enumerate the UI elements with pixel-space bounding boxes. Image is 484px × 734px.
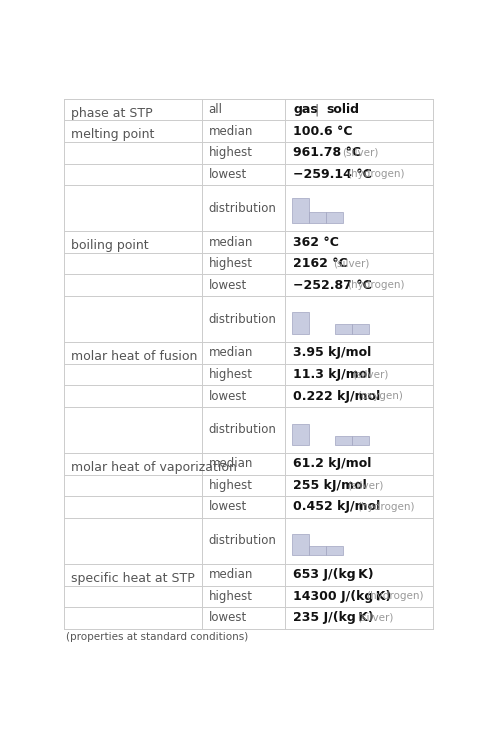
Text: distribution: distribution xyxy=(208,424,276,437)
Text: (hydrogen): (hydrogen) xyxy=(356,502,414,512)
Text: median: median xyxy=(208,457,253,470)
Text: (silver): (silver) xyxy=(347,480,383,490)
Text: 255 kJ/mol: 255 kJ/mol xyxy=(292,479,366,492)
Text: boiling point: boiling point xyxy=(71,239,148,252)
Text: highest: highest xyxy=(208,257,252,270)
Text: (silver): (silver) xyxy=(351,369,388,379)
Text: phase at STP: phase at STP xyxy=(71,106,152,120)
Text: distribution: distribution xyxy=(208,313,276,326)
Bar xyxy=(291,198,308,223)
Text: highest: highest xyxy=(208,590,252,603)
Text: (silver): (silver) xyxy=(356,613,393,623)
Bar xyxy=(325,211,342,223)
Text: lowest: lowest xyxy=(208,279,246,291)
Text: molar heat of vaporization: molar heat of vaporization xyxy=(71,461,236,473)
Text: solid: solid xyxy=(326,103,359,116)
Text: highest: highest xyxy=(208,146,252,159)
Text: (properties at standard conditions): (properties at standard conditions) xyxy=(66,633,248,642)
Text: (hydrogen): (hydrogen) xyxy=(366,592,423,601)
Text: (hydrogen): (hydrogen) xyxy=(347,280,404,290)
Text: 100.6 °C: 100.6 °C xyxy=(292,125,352,138)
Text: −252.87 °C: −252.87 °C xyxy=(292,279,371,291)
Text: |: | xyxy=(314,103,318,116)
Text: 61.2 kJ/mol: 61.2 kJ/mol xyxy=(292,457,371,470)
Text: median: median xyxy=(208,125,253,138)
Text: 0.452 kJ/mol: 0.452 kJ/mol xyxy=(292,501,379,514)
Text: 11.3 kJ/mol: 11.3 kJ/mol xyxy=(292,368,371,381)
Text: 362 °C: 362 °C xyxy=(292,236,338,249)
Text: lowest: lowest xyxy=(208,611,246,625)
Bar xyxy=(351,324,368,334)
Text: lowest: lowest xyxy=(208,390,246,402)
Text: median: median xyxy=(208,568,253,581)
Text: 2162 °C: 2162 °C xyxy=(292,257,347,270)
Bar xyxy=(291,534,308,556)
Text: (hydrogen): (hydrogen) xyxy=(347,170,404,179)
Text: (oxygen): (oxygen) xyxy=(356,391,402,401)
Bar xyxy=(291,424,308,445)
Text: distribution: distribution xyxy=(208,534,276,548)
Bar xyxy=(334,437,351,445)
Bar xyxy=(325,546,342,556)
Text: (silver): (silver) xyxy=(342,148,378,158)
Bar xyxy=(291,312,308,334)
Bar xyxy=(334,324,351,334)
Text: −259.14 °C: −259.14 °C xyxy=(292,168,371,181)
Text: all: all xyxy=(208,103,222,116)
Text: gas: gas xyxy=(292,103,317,116)
Text: (silver): (silver) xyxy=(333,258,369,269)
Text: lowest: lowest xyxy=(208,501,246,514)
Text: 0.222 kJ/mol: 0.222 kJ/mol xyxy=(292,390,379,402)
Text: 653 J/(kg K): 653 J/(kg K) xyxy=(292,568,373,581)
Text: median: median xyxy=(208,346,253,360)
Text: highest: highest xyxy=(208,368,252,381)
Text: specific heat at STP: specific heat at STP xyxy=(71,572,194,585)
Text: 3.95 kJ/mol: 3.95 kJ/mol xyxy=(292,346,371,360)
Text: 235 J/(kg K): 235 J/(kg K) xyxy=(292,611,373,625)
Bar xyxy=(308,546,325,556)
Text: 14300 J/(kg K): 14300 J/(kg K) xyxy=(292,590,391,603)
Bar xyxy=(308,211,325,223)
Bar xyxy=(351,437,368,445)
Text: molar heat of fusion: molar heat of fusion xyxy=(71,350,197,363)
Text: 961.78 °C: 961.78 °C xyxy=(292,146,361,159)
Text: lowest: lowest xyxy=(208,168,246,181)
Text: melting point: melting point xyxy=(71,128,154,141)
Text: highest: highest xyxy=(208,479,252,492)
Text: distribution: distribution xyxy=(208,202,276,215)
Text: median: median xyxy=(208,236,253,249)
